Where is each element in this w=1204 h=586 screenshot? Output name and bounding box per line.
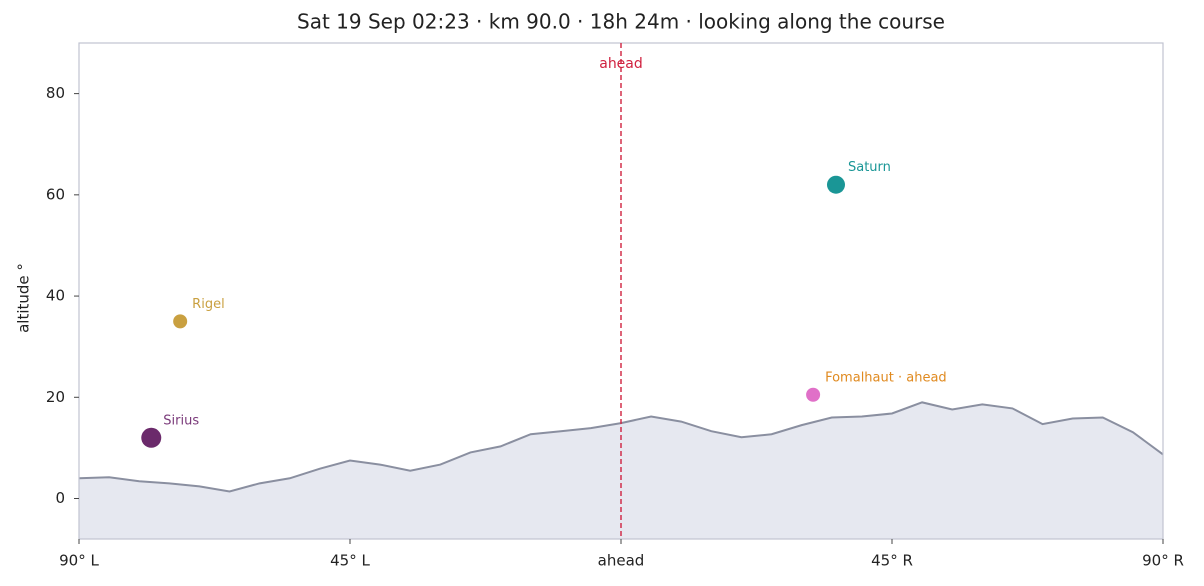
y-axis-label: altitude ° bbox=[15, 263, 33, 333]
star-label: Fomalhaut · ahead bbox=[825, 370, 947, 385]
chart-title: Sat 19 Sep 02:23 · km 90.0 · 18h 24m · l… bbox=[297, 10, 945, 34]
y-tick-label: 20 bbox=[46, 388, 65, 406]
y-tick-label: 0 bbox=[55, 489, 65, 507]
star-label: Saturn bbox=[848, 160, 891, 175]
star-point bbox=[141, 427, 162, 448]
y-tick-label: 80 bbox=[46, 84, 65, 102]
y-tick-label: 40 bbox=[46, 287, 65, 305]
y-tick-label: 60 bbox=[46, 185, 65, 203]
star-point bbox=[826, 175, 845, 194]
x-tick-label: 90° R bbox=[1142, 552, 1184, 570]
x-tick-label: 90° L bbox=[59, 552, 99, 570]
star-label: Sirius bbox=[163, 413, 199, 428]
x-tick-label: 45° L bbox=[330, 552, 370, 570]
x-tick-label: ahead bbox=[598, 552, 645, 570]
star-point bbox=[806, 387, 821, 402]
star-point bbox=[173, 314, 188, 329]
x-tick-label: 45° R bbox=[871, 552, 913, 570]
ahead-label: ahead bbox=[599, 56, 643, 72]
star-label: Rigel bbox=[192, 297, 225, 312]
